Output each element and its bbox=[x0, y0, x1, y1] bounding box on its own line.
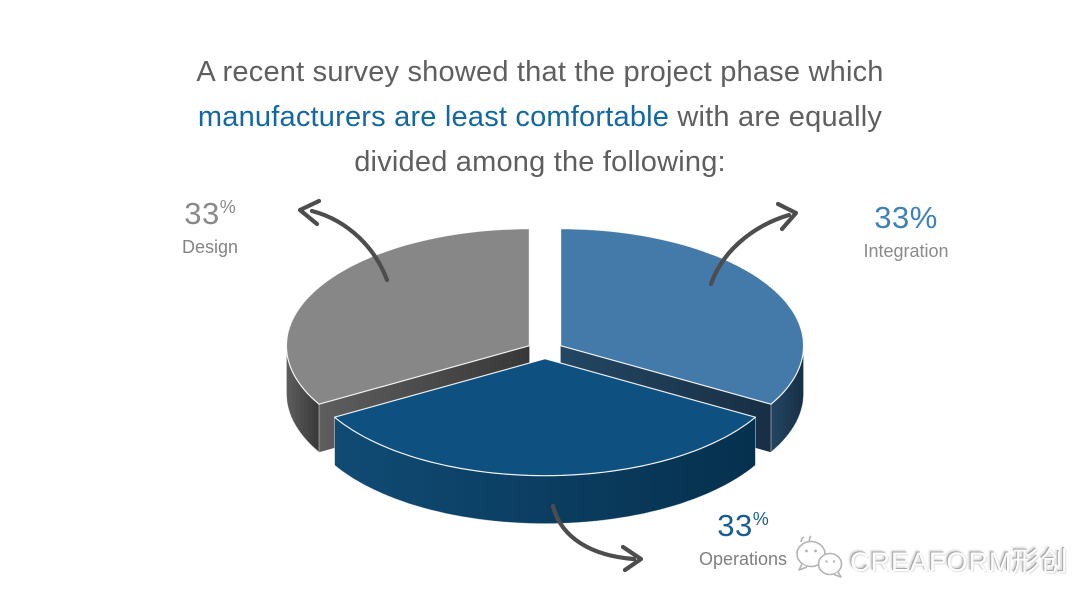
title-line-2: manufacturers are least comfortable with… bbox=[0, 95, 1080, 140]
title-line-3: divided among the following: bbox=[0, 140, 1080, 185]
title-highlight-text: manufacturers are least comfortable bbox=[197, 101, 670, 133]
percent-sign: % bbox=[909, 200, 938, 235]
operations-percentage: 33% bbox=[717, 508, 769, 543]
pie-slice-operations-top-face bbox=[334, 358, 756, 477]
watermark-text: CREAFORM形创 bbox=[850, 546, 1069, 577]
slide-title: A recent survey showed that the project … bbox=[0, 50, 1080, 185]
integration-slice-label: 33% Integration bbox=[838, 200, 974, 262]
pie-slice-integration-top-face bbox=[560, 228, 805, 405]
pie-slices-group bbox=[285, 228, 805, 525]
wechat-logo-icon bbox=[796, 535, 843, 578]
callout-arrows-group bbox=[297, 198, 799, 573]
operations-slice-label: 33% Operations bbox=[676, 508, 810, 570]
title-line-1: A recent survey showed that the project … bbox=[0, 50, 1080, 95]
pie-slice-design-top-face bbox=[285, 228, 530, 405]
design-category-name: Design bbox=[181, 237, 239, 257]
integration-percentage: 33% bbox=[874, 200, 938, 235]
title-line3-text: divided among the following: bbox=[354, 146, 726, 178]
title-line1-text: A recent survey showed that the project … bbox=[196, 56, 884, 88]
design-slice-label: 33% Design bbox=[148, 196, 272, 258]
percent-sign: % bbox=[219, 197, 236, 217]
watermark: CREAFORM形创 bbox=[794, 534, 1069, 584]
design-percentage: 33% bbox=[184, 196, 236, 231]
integration-callout-arrow bbox=[708, 201, 799, 287]
design-callout-arrow bbox=[297, 198, 390, 283]
percent-sign: % bbox=[752, 509, 769, 529]
operations-category-name: Operations bbox=[698, 549, 788, 569]
title-line2-rest: with are equally bbox=[669, 101, 883, 133]
integration-category-name: Integration bbox=[863, 241, 949, 261]
operations-callout-arrow bbox=[550, 503, 644, 573]
